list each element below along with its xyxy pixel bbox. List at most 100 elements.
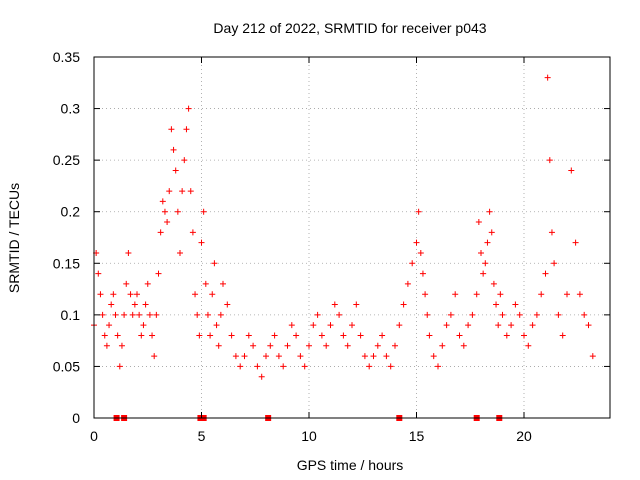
data-point bbox=[250, 342, 257, 349]
axis-ticks bbox=[93, 56, 610, 419]
data-point bbox=[170, 146, 177, 153]
data-point bbox=[155, 270, 162, 277]
data-point bbox=[493, 301, 500, 308]
data-point bbox=[114, 332, 121, 339]
data-points bbox=[91, 74, 596, 380]
data-point bbox=[310, 322, 317, 329]
data-point bbox=[146, 311, 153, 318]
data-point bbox=[172, 167, 179, 174]
data-point bbox=[443, 322, 450, 329]
data-point bbox=[344, 342, 351, 349]
data-point bbox=[546, 157, 553, 164]
data-point bbox=[103, 342, 110, 349]
x-tick-label: 20 bbox=[516, 428, 532, 444]
data-point bbox=[473, 291, 480, 298]
data-point bbox=[435, 363, 441, 370]
x-tick-label: 10 bbox=[301, 428, 317, 444]
data-point bbox=[284, 342, 291, 349]
data-point bbox=[202, 280, 209, 287]
data-point bbox=[174, 208, 181, 215]
data-point bbox=[99, 311, 106, 318]
data-point bbox=[209, 291, 216, 298]
data-point bbox=[149, 332, 156, 339]
data-point bbox=[306, 342, 312, 349]
data-point bbox=[521, 332, 527, 339]
x-tick-label: 0 bbox=[90, 428, 98, 444]
data-point bbox=[478, 249, 484, 256]
data-point bbox=[318, 332, 325, 339]
data-point bbox=[353, 301, 360, 308]
data-point bbox=[293, 332, 300, 339]
data-point bbox=[415, 208, 422, 215]
data-point bbox=[185, 105, 192, 112]
data-point bbox=[374, 342, 381, 349]
data-point bbox=[207, 332, 214, 339]
data-point bbox=[118, 342, 125, 349]
data-point bbox=[417, 249, 424, 256]
data-point bbox=[192, 291, 199, 298]
data-point bbox=[108, 301, 115, 308]
y-tick-label: 0 bbox=[72, 410, 80, 426]
data-point bbox=[215, 342, 222, 349]
data-point bbox=[213, 322, 220, 329]
grid-lines bbox=[94, 57, 610, 418]
data-point bbox=[106, 322, 113, 329]
data-point bbox=[121, 311, 128, 318]
data-point bbox=[404, 280, 411, 287]
data-point bbox=[323, 342, 330, 349]
data-point bbox=[179, 188, 186, 195]
data-point bbox=[568, 167, 575, 174]
data-point bbox=[497, 291, 504, 298]
data-point bbox=[542, 270, 549, 277]
data-point bbox=[187, 188, 194, 195]
y-axis-title: SRMTID / TECUs bbox=[6, 183, 22, 293]
data-point bbox=[271, 332, 278, 339]
data-point bbox=[183, 126, 190, 133]
data-point bbox=[469, 311, 476, 318]
data-point bbox=[116, 363, 123, 370]
y-tick-label: 0.25 bbox=[53, 152, 80, 168]
data-point bbox=[581, 311, 588, 318]
data-point bbox=[267, 342, 274, 349]
data-point bbox=[503, 332, 510, 339]
data-point bbox=[131, 301, 138, 308]
data-point bbox=[157, 229, 164, 236]
data-point bbox=[159, 198, 166, 205]
data-point bbox=[196, 332, 203, 339]
data-point bbox=[144, 280, 151, 287]
data-point bbox=[413, 239, 420, 246]
data-point bbox=[327, 322, 334, 329]
data-point bbox=[572, 239, 579, 246]
data-point bbox=[576, 291, 583, 298]
data-point bbox=[194, 311, 201, 318]
data-point bbox=[529, 322, 536, 329]
data-point bbox=[480, 270, 487, 277]
data-point bbox=[585, 322, 592, 329]
data-point bbox=[134, 291, 140, 298]
data-point bbox=[297, 353, 304, 360]
y-tick-label: 0.05 bbox=[53, 358, 80, 374]
data-point bbox=[555, 311, 562, 318]
data-point bbox=[490, 280, 497, 287]
data-point bbox=[488, 229, 495, 236]
data-point bbox=[204, 311, 211, 318]
y-tick-label: 0.2 bbox=[61, 204, 81, 220]
data-point bbox=[499, 311, 506, 318]
data-point bbox=[370, 353, 377, 360]
data-point bbox=[164, 219, 171, 226]
x-axis-title: GPS time / hours bbox=[297, 457, 404, 473]
data-point bbox=[224, 301, 231, 308]
data-point bbox=[217, 311, 224, 318]
data-point bbox=[331, 301, 338, 308]
x-tick-label: 5 bbox=[198, 428, 206, 444]
data-point bbox=[288, 322, 295, 329]
y-tick-label: 0.3 bbox=[61, 101, 81, 117]
data-point bbox=[112, 311, 119, 318]
data-point bbox=[447, 311, 454, 318]
data-point bbox=[166, 188, 173, 195]
data-point bbox=[245, 332, 252, 339]
data-point bbox=[516, 311, 523, 318]
data-point bbox=[237, 363, 244, 370]
data-point bbox=[361, 353, 368, 360]
